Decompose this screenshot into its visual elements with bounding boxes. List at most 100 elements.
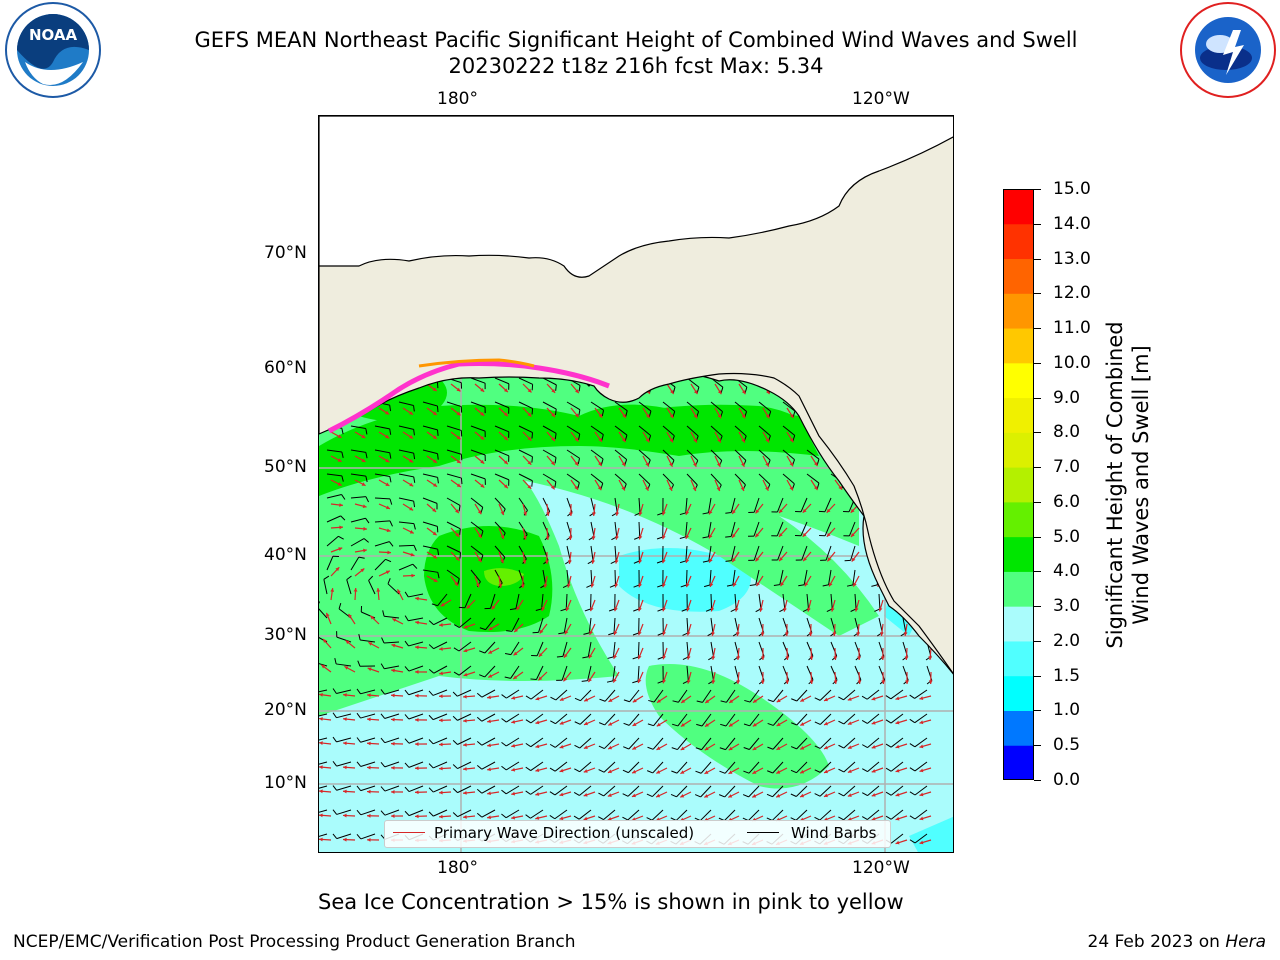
wind-barb (627, 809, 640, 821)
wave-direction-arrowhead (343, 765, 347, 770)
wind-barb-flag (814, 697, 821, 701)
wave-direction-arrowhead (847, 817, 852, 821)
wave-direction-arrowhead (511, 696, 516, 700)
wind-barb (541, 593, 544, 609)
wind-barb-flag (671, 747, 678, 751)
wind-barb-flag (598, 745, 605, 750)
wind-barb (638, 497, 641, 513)
wave-direction-arrowhead (487, 791, 491, 796)
wave-direction-arrowhead (439, 790, 443, 795)
colorbar-tick-mark (1034, 467, 1041, 469)
wind-barb-flag (332, 736, 337, 743)
wind-barb-flag (413, 501, 416, 508)
wind-barb (614, 473, 627, 485)
wind-barb (384, 809, 400, 816)
wind-barb (506, 689, 520, 699)
wind-barb-flag (672, 386, 676, 393)
wave-direction-arrowhead (621, 438, 626, 443)
wave-direction-arrowhead (543, 584, 548, 588)
wave-direction-arrowhead (789, 438, 794, 443)
wind-barb (374, 541, 390, 547)
wave-direction-arrowhead (432, 411, 437, 415)
wind-barb-flag (634, 536, 640, 540)
wind-barb-flag (457, 578, 460, 585)
wind-barb-flag (816, 458, 820, 465)
wave-direction-arrowhead (569, 512, 573, 516)
wave-direction-arrowhead (463, 672, 468, 677)
wave-direction-arrowhead (824, 721, 829, 726)
lon-label-top-180: 180° (437, 89, 478, 109)
wave-direction-arrowhead (391, 717, 395, 722)
wind-barb (579, 761, 592, 773)
wave-direction-arrowhead (409, 458, 414, 463)
wave-direction-arrowhead (367, 813, 371, 818)
wind-barb-flag (480, 555, 484, 562)
wind-barb (758, 593, 762, 609)
wind-barb (867, 737, 880, 748)
wind-barb-flag (583, 632, 590, 635)
wind-barb-flag (773, 584, 780, 587)
wind-barb (800, 521, 808, 536)
colorbar-segment (1003, 362, 1034, 399)
wave-direction-arrowhead (847, 721, 852, 725)
wind-barb-flag (404, 810, 410, 816)
wind-barb-flag (356, 834, 362, 840)
colorbar-tick-label: 7.0 (1053, 457, 1081, 478)
wind-barb-flag (452, 715, 458, 721)
wind-barb (890, 833, 904, 844)
wind-barb-flag (816, 482, 820, 489)
wave-direction-arrowhead (367, 789, 371, 794)
wave-direction-arrowhead (463, 625, 468, 629)
wind-barb (890, 713, 904, 724)
wind-barb (530, 713, 544, 724)
wave-direction-arrowhead (439, 718, 443, 723)
wind-barb-flag (695, 747, 702, 751)
wave-direction-arrowhead (741, 390, 746, 395)
wind-barb (629, 689, 640, 703)
wave-direction-arrowhead (591, 536, 596, 540)
wind-barb (726, 689, 736, 703)
wave-direction-arrowhead (503, 412, 508, 417)
wind-barb (843, 809, 856, 821)
wave-direction-arrowhead (432, 387, 437, 392)
wind-barb-flag (428, 690, 434, 696)
wind-barb (843, 713, 856, 725)
wave-direction-arrowhead (728, 794, 733, 798)
wind-barb-flag (550, 720, 556, 725)
wind-barb-flag (838, 816, 844, 821)
wind-barb (702, 689, 712, 703)
wind-barb (725, 737, 736, 750)
wind-barb (710, 425, 723, 437)
wave-direction-arrowhead (319, 741, 323, 745)
wind-barb-flag (525, 719, 532, 724)
wave-direction-arrowhead (523, 511, 527, 516)
wind-barb (481, 761, 496, 770)
wave-direction-arrowhead (857, 680, 862, 684)
colorbar-segment (1003, 640, 1034, 677)
wind-barb-flag (632, 632, 639, 636)
colorbar-tick-mark (1034, 675, 1041, 677)
wave-direction-arrowhead (415, 693, 419, 698)
wind-barb (374, 425, 390, 430)
wind-barb (662, 449, 675, 461)
wind-barb-flag (577, 482, 580, 489)
wind-barb (518, 425, 533, 433)
wave-direction-arrowhead (785, 680, 790, 684)
wind-barb-flag (609, 584, 616, 588)
wind-barb (566, 569, 569, 585)
wind-barb (686, 641, 689, 657)
wind-barb-flag (437, 572, 440, 579)
wind-barb-flag (814, 769, 821, 773)
wind-barb (753, 497, 760, 513)
wind-barb (819, 785, 832, 797)
colorbar-tick-label: 1.0 (1053, 700, 1081, 721)
wave-direction-arrowhead (343, 693, 347, 697)
wind-barb (510, 641, 520, 655)
wave-direction-arrowhead (760, 632, 765, 636)
lat-label-40n: 40°N (264, 545, 307, 565)
wave-direction-arrowhead (463, 648, 468, 653)
wind-barb (470, 401, 486, 408)
wind-barb-flag (453, 671, 460, 676)
wave-direction-arrowhead (391, 643, 396, 648)
wave-direction-arrowhead (432, 531, 437, 536)
